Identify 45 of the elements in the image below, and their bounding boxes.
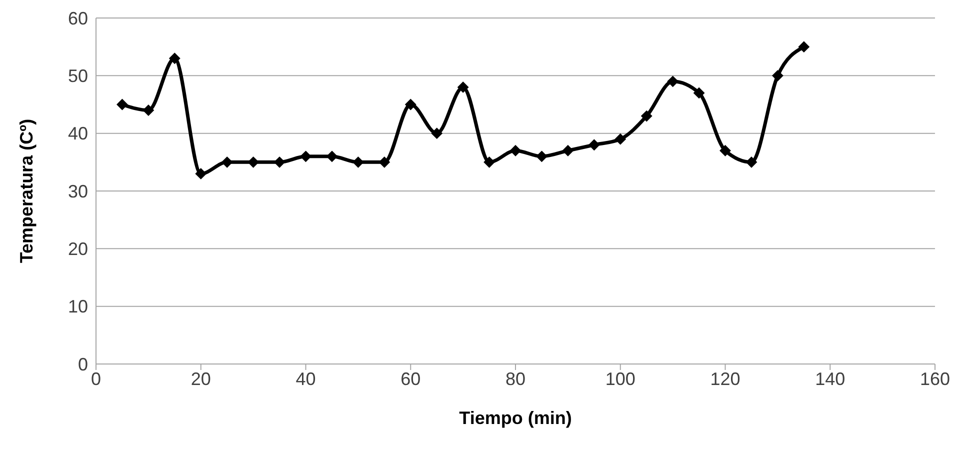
point	[195, 168, 206, 180]
x-tick-label: 120	[710, 368, 740, 389]
x-tick-label: 160	[920, 368, 950, 389]
point	[352, 156, 364, 168]
point	[300, 150, 312, 162]
point	[248, 156, 259, 168]
point	[222, 156, 233, 168]
y-tick-label: 0	[78, 354, 88, 374]
x-tick-label: 60	[400, 368, 421, 389]
y-tick-label: 40	[68, 124, 88, 144]
point	[746, 156, 757, 168]
x-tick-label: 20	[190, 368, 211, 389]
point	[116, 99, 128, 110]
point	[798, 41, 810, 52]
point	[694, 87, 705, 98]
point	[536, 150, 548, 162]
point	[562, 145, 574, 156]
x-tick-label: 100	[605, 368, 636, 389]
y-tick-label: 60	[68, 8, 88, 28]
point	[458, 82, 469, 93]
y-axis-title: Temperatura (Cº)	[16, 118, 36, 264]
x-tick-label: 140	[815, 368, 846, 389]
point	[588, 139, 600, 150]
point	[326, 150, 338, 162]
y-tick-label: 30	[68, 181, 88, 202]
point	[484, 156, 495, 168]
x-tick-label: 80	[505, 368, 526, 389]
point	[405, 99, 416, 110]
point	[772, 70, 784, 82]
point	[641, 110, 652, 122]
point	[142, 104, 154, 116]
point	[510, 145, 521, 156]
point	[667, 76, 678, 87]
y-tick-label: 20	[68, 239, 88, 260]
x-axis-title: Tiempo (min)	[459, 408, 572, 428]
point	[614, 134, 626, 145]
point	[274, 156, 286, 168]
point	[378, 156, 390, 168]
y-tick-label: 10	[68, 296, 88, 317]
y-tick-label: 50	[68, 66, 88, 86]
point	[431, 128, 442, 139]
point	[720, 145, 731, 156]
x-tick-label: 40	[296, 368, 316, 389]
x-tick-label: 0	[90, 368, 102, 389]
point	[169, 52, 180, 64]
